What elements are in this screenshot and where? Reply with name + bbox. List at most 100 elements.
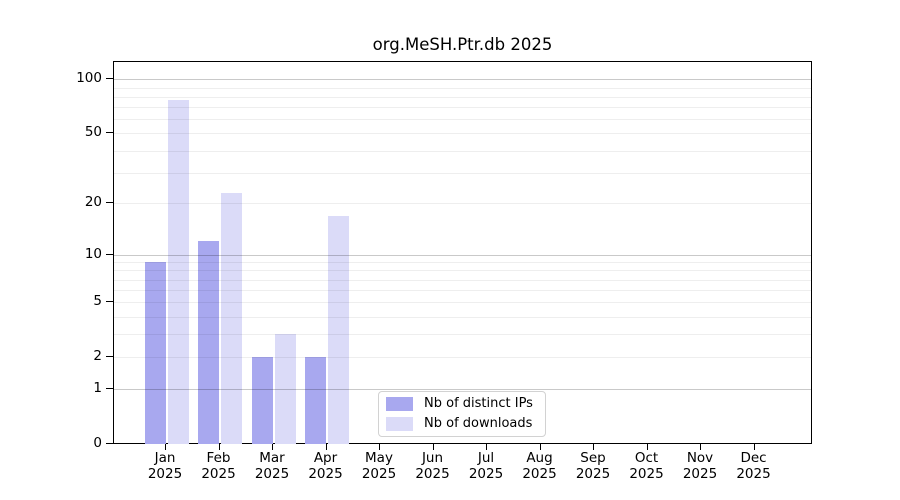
gridline-minor [114, 290, 811, 292]
year-label: 2025 [254, 466, 290, 482]
x-tick [325, 444, 327, 450]
year-label: 2025 [361, 466, 397, 482]
x-tick-label: Mar 2025 [242, 450, 302, 482]
gridline-minor [114, 133, 811, 135]
legend-swatch-downloads [386, 417, 413, 431]
gridline-minor [114, 279, 811, 281]
gridline-minor [114, 302, 811, 304]
y-tick-label: 0 [93, 435, 102, 451]
gridline-minor [114, 96, 811, 98]
year-label: 2025 [629, 466, 664, 482]
year-label: 2025 [468, 466, 504, 482]
y-tick [106, 132, 113, 134]
x-tick-label: Sep 2025 [563, 450, 623, 482]
y-tick-label: 5 [93, 293, 102, 310]
gridline-minor [114, 262, 811, 264]
gridline-minor [114, 203, 811, 205]
gridline-major [114, 79, 811, 81]
y-tick [106, 78, 113, 80]
y-tick [106, 202, 113, 204]
month-label: Nov [686, 450, 714, 466]
y-tick [106, 388, 113, 390]
bar-downloads-feb [221, 192, 242, 444]
legend-item-downloads: Nb of downloads [386, 416, 545, 432]
x-tick [165, 444, 166, 450]
month-label: Sep [580, 450, 606, 466]
gridline-minor [114, 87, 811, 89]
y-tick [106, 443, 113, 444]
legend: Nb of distinct IPs Nb of downloads [378, 391, 546, 437]
x-tick-label: Apr 2025 [296, 450, 356, 482]
plot-area [113, 61, 812, 444]
gridline-minor [114, 150, 811, 152]
month-label: Feb [206, 450, 231, 466]
y-tick-label: 20 [84, 194, 102, 211]
bar-ips-jan [144, 262, 166, 444]
y-tick [106, 356, 113, 358]
gridline-minor [114, 107, 811, 109]
x-tick [379, 444, 380, 450]
x-tick [646, 444, 648, 450]
year-label: 2025 [522, 466, 557, 482]
year-label: 2025 [147, 466, 183, 482]
y-tick-label: 2 [93, 348, 102, 365]
x-tick [272, 444, 273, 450]
chart-title: org.MeSH.Ptr.db 2025 [372, 35, 553, 54]
x-tick-label: Jun 2025 [403, 450, 463, 482]
x-tick [700, 444, 701, 450]
month-label: Jun [421, 450, 444, 466]
x-tick-label: Nov 2025 [670, 450, 730, 482]
x-tick-label: Aug 2025 [510, 450, 570, 482]
x-tick-label: Jan 2025 [135, 450, 195, 482]
x-tick [753, 444, 755, 450]
x-tick-label: Dec 2025 [724, 450, 784, 482]
x-tick-label: Jul 2025 [456, 450, 516, 482]
month-label: Mar [259, 450, 285, 466]
gridline-major [114, 389, 811, 391]
month-label: Aug [526, 450, 553, 466]
x-tick-label: Oct 2025 [617, 450, 677, 482]
year-label: 2025 [308, 466, 343, 482]
x-tick-label: Feb 2025 [189, 450, 249, 482]
month-label: Dec [740, 450, 767, 466]
month-label: May [365, 450, 393, 466]
bar-ips-feb [198, 241, 219, 444]
gridline-minor [114, 270, 811, 272]
y-tick-label: 1 [93, 380, 102, 397]
y-tick-label: 10 [84, 245, 102, 262]
month-label: Jul [477, 450, 495, 466]
x-tick [432, 444, 434, 450]
y-tick [106, 253, 113, 255]
year-label: 2025 [575, 466, 611, 482]
legend-label-distinct-ips: Nb of distinct IPs [424, 396, 533, 411]
y-tick-label: 100 [76, 70, 102, 87]
year-label: 2025 [736, 466, 771, 482]
month-label: Jan [154, 450, 176, 466]
gridline-major [114, 254, 811, 256]
year-label: 2025 [201, 466, 236, 482]
x-tick [486, 444, 487, 450]
gridline-minor [114, 334, 811, 336]
x-tick [539, 444, 541, 450]
year-label: 2025 [682, 466, 718, 482]
legend-item-distinct-ips: Nb of distinct IPs [386, 396, 545, 412]
gridline-minor [114, 357, 811, 359]
month-label: Oct [634, 450, 659, 466]
bar-ips-mar [251, 357, 273, 444]
y-tick-label: 50 [84, 124, 102, 141]
y-tick [106, 301, 113, 303]
bar-downloads-mar [274, 334, 296, 444]
x-tick [218, 444, 220, 450]
bar-ips-apr [305, 357, 326, 444]
month-label: Apr [313, 450, 338, 466]
x-tick-label: May 2025 [349, 450, 409, 482]
bar-downloads-jan [167, 99, 189, 444]
gridline-minor [114, 316, 811, 318]
year-label: 2025 [415, 466, 450, 482]
x-tick [593, 444, 594, 450]
bar-downloads-apr [328, 215, 349, 444]
gridline-minor [114, 172, 811, 174]
gridline-minor [114, 119, 811, 121]
legend-swatch-distinct-ips [386, 397, 413, 411]
